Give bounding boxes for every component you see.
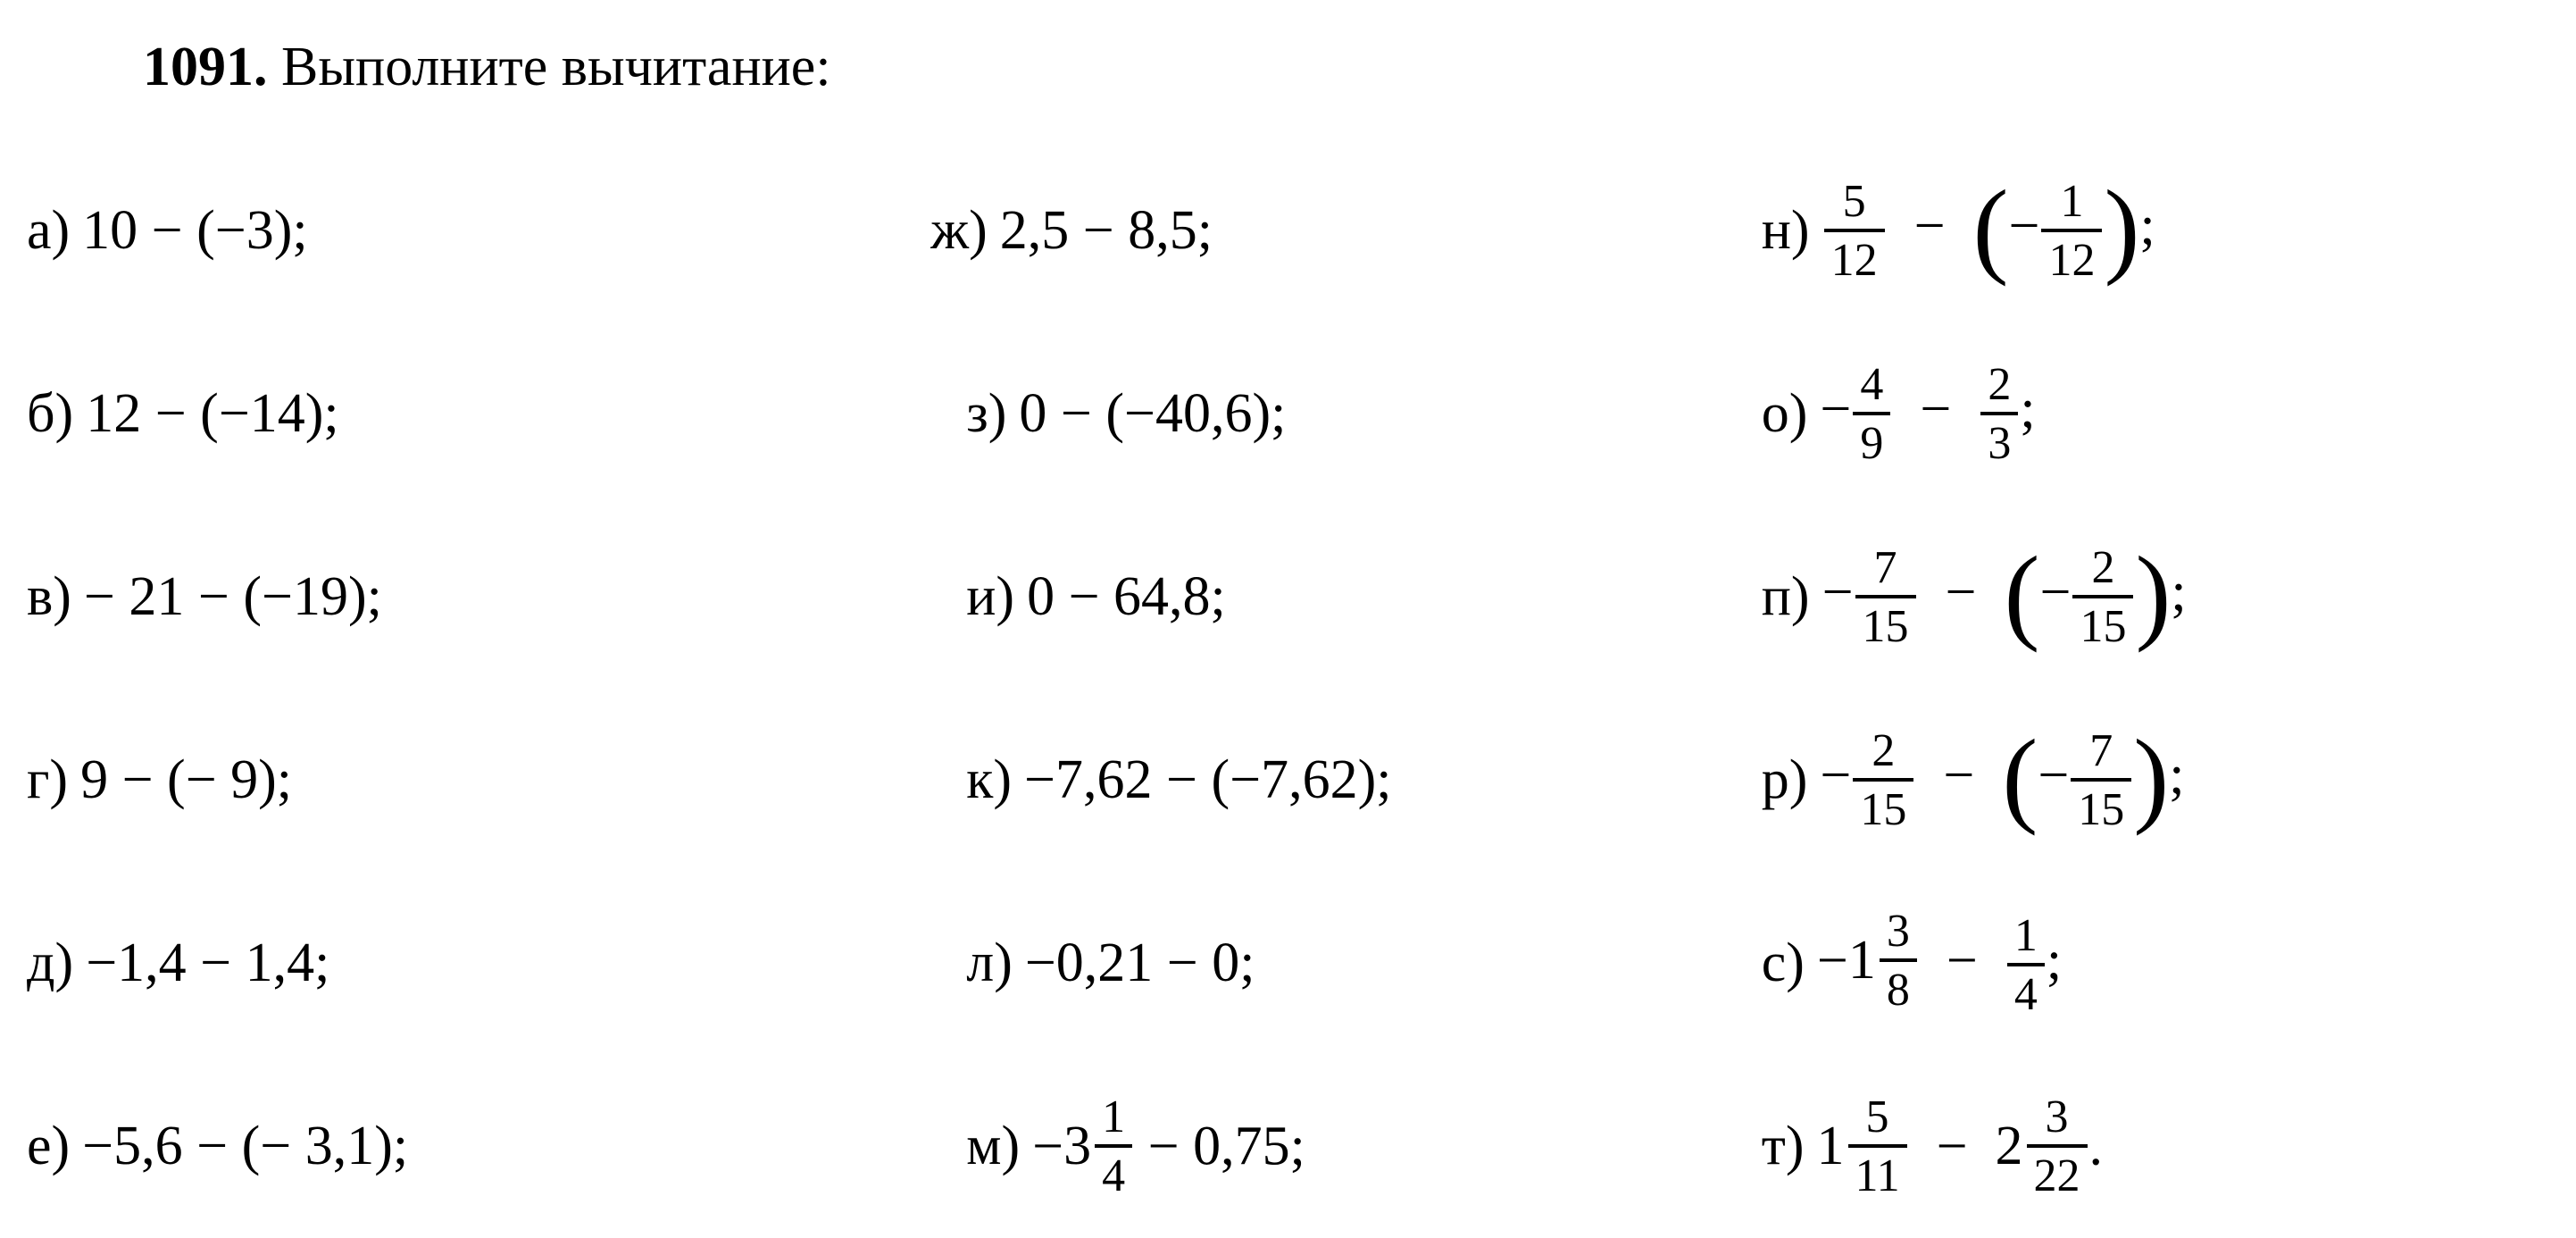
item-letter: г) (27, 749, 68, 812)
fraction: 112 (2041, 179, 2102, 284)
item-letter: ж) (930, 199, 987, 263)
mixed-number: 138 (1848, 908, 1919, 1014)
item-letter: з) (966, 382, 1006, 446)
item-letter: а) (27, 199, 70, 263)
item-letter: и) (966, 565, 1014, 629)
item-letter: р) (1762, 749, 1808, 812)
expression: 9 − (− 9); (80, 749, 292, 812)
mixed-number: 2322 (1996, 1094, 2089, 1200)
expression: −215 − (−715); (1820, 728, 2184, 833)
expression: −5,6 − (− 3,1); (82, 1115, 408, 1178)
item-letter: м) (966, 1115, 1020, 1178)
item-letter: о) (1762, 382, 1808, 446)
expression: 2,5 − 8,5; (1000, 199, 1213, 263)
problem-row: р)−215 − (−715); (1762, 689, 2549, 872)
item-letter: т) (1762, 1115, 1805, 1178)
item-letter: с) (1762, 932, 1805, 995)
big-paren-open: ( (2005, 562, 2040, 626)
problem-row: г)9 − (− 9); (27, 689, 859, 872)
fraction: 511 (1848, 1094, 1907, 1200)
item-letter: д) (27, 932, 73, 995)
fraction: 715 (1855, 545, 1916, 650)
fraction: 512 (1824, 179, 1885, 284)
mixed-number: 1511 (1817, 1094, 1909, 1200)
expression: 10 − (−3); (82, 199, 307, 263)
problem-row: с)−138 − 14; (1762, 872, 2549, 1055)
big-paren-open: ( (2002, 745, 2038, 809)
column-2: ж)2,5 − 8,5;з)0 − (−40,6);и)0 − 64,8;к)−… (859, 139, 1717, 1238)
expression: 512 − (−112); (1822, 179, 2155, 284)
fraction: 215 (1853, 728, 1913, 833)
problem-title: 1091. Выполните вычитание: (27, 36, 2549, 99)
fraction: 715 (2071, 728, 2131, 833)
expression: 0 − 64,8; (1027, 565, 1226, 629)
fraction: 215 (2072, 545, 2133, 650)
expression: −715 − (−215); (1822, 545, 2187, 650)
problem-row: м)−314 − 0,75; (859, 1055, 1717, 1238)
item-letter: л) (966, 932, 1013, 995)
problem-row: д)−1,4 − 1,4; (27, 872, 859, 1055)
problem-row: л)−0,21 − 0; (859, 872, 1717, 1055)
item-letter: н) (1762, 199, 1810, 263)
column-3: н)512 − (−112);о)−49 − 23;п)−715 − (−215… (1717, 139, 2549, 1238)
expression: 12 − (−14); (86, 382, 338, 446)
problem-row: б)12 − (−14); (27, 322, 859, 506)
problems-grid: а)10 − (−3);б)12 − (−14);в)− 21 − (−19);… (27, 139, 2549, 1238)
item-letter: е) (27, 1115, 70, 1178)
fraction: 23 (1980, 362, 2018, 467)
item-letter: к) (966, 749, 1012, 812)
problem-row: в)− 21 − (−19); (27, 506, 859, 689)
expression: −314 − 0,75; (1032, 1094, 1305, 1200)
problem-row: а)10 − (−3); (27, 139, 859, 322)
fraction: 322 (2027, 1094, 2088, 1200)
item-letter: п) (1762, 565, 1810, 629)
item-letter: б) (27, 382, 73, 446)
problem-row: и)0 − 64,8; (859, 506, 1717, 689)
expression: − 21 − (−19); (84, 565, 382, 629)
fraction: 14 (2007, 913, 2045, 1018)
fraction: 49 (1853, 362, 1890, 467)
expression: −49 − 23; (1820, 362, 2035, 467)
expression: −1,4 − 1,4; (86, 932, 329, 995)
big-paren-close: ) (2133, 745, 2169, 809)
problem-row: е)−5,6 − (− 3,1); (27, 1055, 859, 1238)
fraction: 38 (1880, 908, 1917, 1014)
fraction: 14 (1095, 1094, 1132, 1200)
column-1: а)10 − (−3);б)12 − (−14);в)− 21 − (−19);… (27, 139, 859, 1238)
item-letter: в) (27, 565, 71, 629)
expression: −138 − 14; (1817, 908, 2062, 1018)
problem-row: н)512 − (−112); (1762, 139, 2549, 322)
big-paren-close: ) (2104, 196, 2139, 260)
problem-row: к)−7,62 − (−7,62); (859, 689, 1717, 872)
expression: 0 − (−40,6); (1019, 382, 1286, 446)
problem-row: т)1511 − 2322. (1762, 1055, 2549, 1238)
problem-title-text: Выполните вычитание: (281, 37, 831, 97)
expression: 1511 − 2322. (1817, 1094, 2104, 1200)
problem-row: п)−715 − (−215); (1762, 506, 2549, 689)
problem-row: з)0 − (−40,6); (859, 322, 1717, 506)
problem-number: 1091. (143, 37, 268, 97)
mixed-number: 314 (1063, 1094, 1134, 1200)
expression: −0,21 − 0; (1025, 932, 1255, 995)
expression: −7,62 − (−7,62); (1024, 749, 1391, 812)
big-paren-close: ) (2135, 562, 2171, 626)
problem-row: о)−49 − 23; (1762, 322, 2549, 506)
big-paren-open: ( (1973, 196, 2009, 260)
problem-row: ж)2,5 − 8,5; (859, 139, 1717, 322)
